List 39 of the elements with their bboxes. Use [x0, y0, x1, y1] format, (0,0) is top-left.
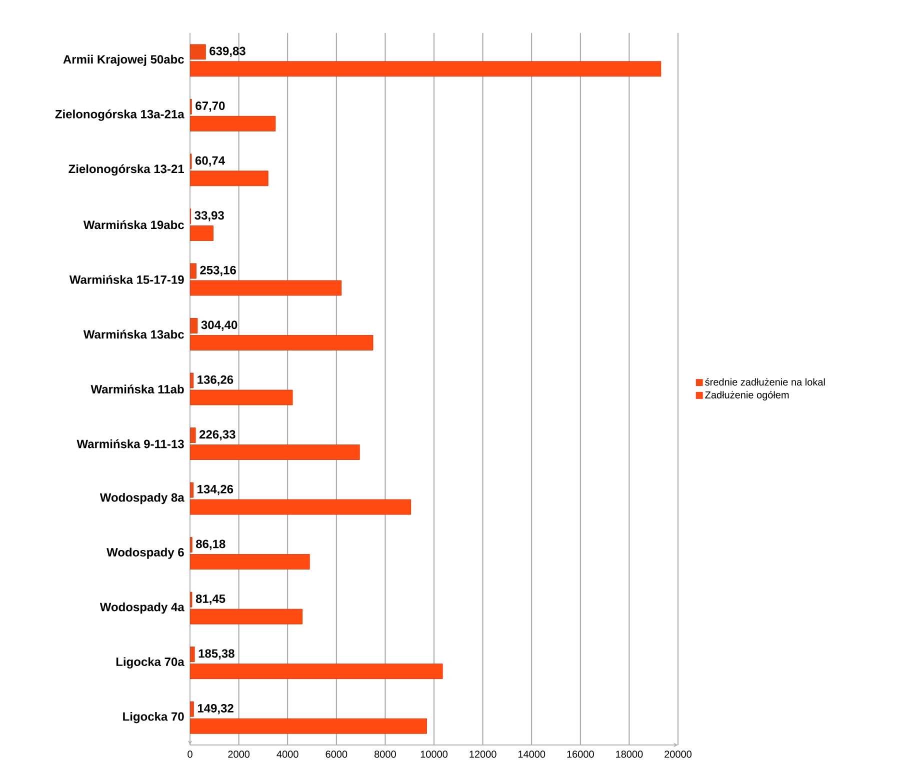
data-label: 81,45 [196, 594, 226, 605]
y-tick-label: Wodospady 4a [100, 602, 184, 614]
y-tick-label: Wodospady 6 [106, 548, 184, 559]
x-tick-label: 14000 [518, 750, 546, 758]
y-tick-label: Warmińska 11ab [90, 384, 184, 394]
x-tick-label: 12000 [470, 750, 496, 758]
y-tick-label: Zielonogórska 13a-21a [55, 109, 184, 121]
x-tick-label: 8000 [374, 750, 396, 758]
y-tick-label: Warmińska 19abc [83, 220, 184, 230]
legend-label: średnie zadłużenie na lokal [705, 378, 825, 386]
data-label: 67,70 [196, 102, 225, 112]
x-tick-label: 16000 [567, 750, 594, 758]
x-tick-label: 4000 [276, 750, 298, 758]
data-label: 86,18 [196, 540, 226, 550]
legend-label: Zadłużenie ogółem [705, 390, 789, 400]
x-tick-label: 6000 [326, 750, 348, 758]
data-label: 304,40 [201, 320, 238, 331]
data-label: 639,83 [210, 46, 246, 57]
x-tick-label: 0 [188, 750, 192, 758]
y-tick-label: Ligocka 70a [116, 657, 184, 668]
y-tick-label: Warmińska 15-17-19 [69, 275, 184, 284]
y-tick-label: Ligocka 70 [123, 712, 184, 724]
data-label: 33,93 [194, 211, 224, 222]
x-tick-label: 10000 [420, 750, 448, 758]
y-tick-label: Wodospady 8a [100, 492, 184, 504]
data-label: 60,74 [195, 156, 225, 167]
y-tick-label: Warmińska 13abc [83, 330, 184, 339]
data-label: 226,33 [199, 430, 236, 440]
y-tick-label: Armii Krajowej 50abc [63, 54, 184, 66]
x-tick-label: 2000 [228, 750, 250, 758]
x-tick-label: 18000 [616, 750, 643, 758]
data-label: 149,32 [198, 704, 234, 714]
data-label: 134,26 [198, 484, 234, 496]
y-tick-label: Zielonogórska 13-21 [68, 164, 184, 176]
data-label: 253,16 [200, 266, 236, 276]
y-tick-label: Warmińska 9-11-13 [76, 439, 184, 448]
data-label: 136,26 [198, 375, 234, 386]
x-tick-label: 20000 [664, 750, 692, 758]
data-label: 185,38 [198, 649, 234, 660]
